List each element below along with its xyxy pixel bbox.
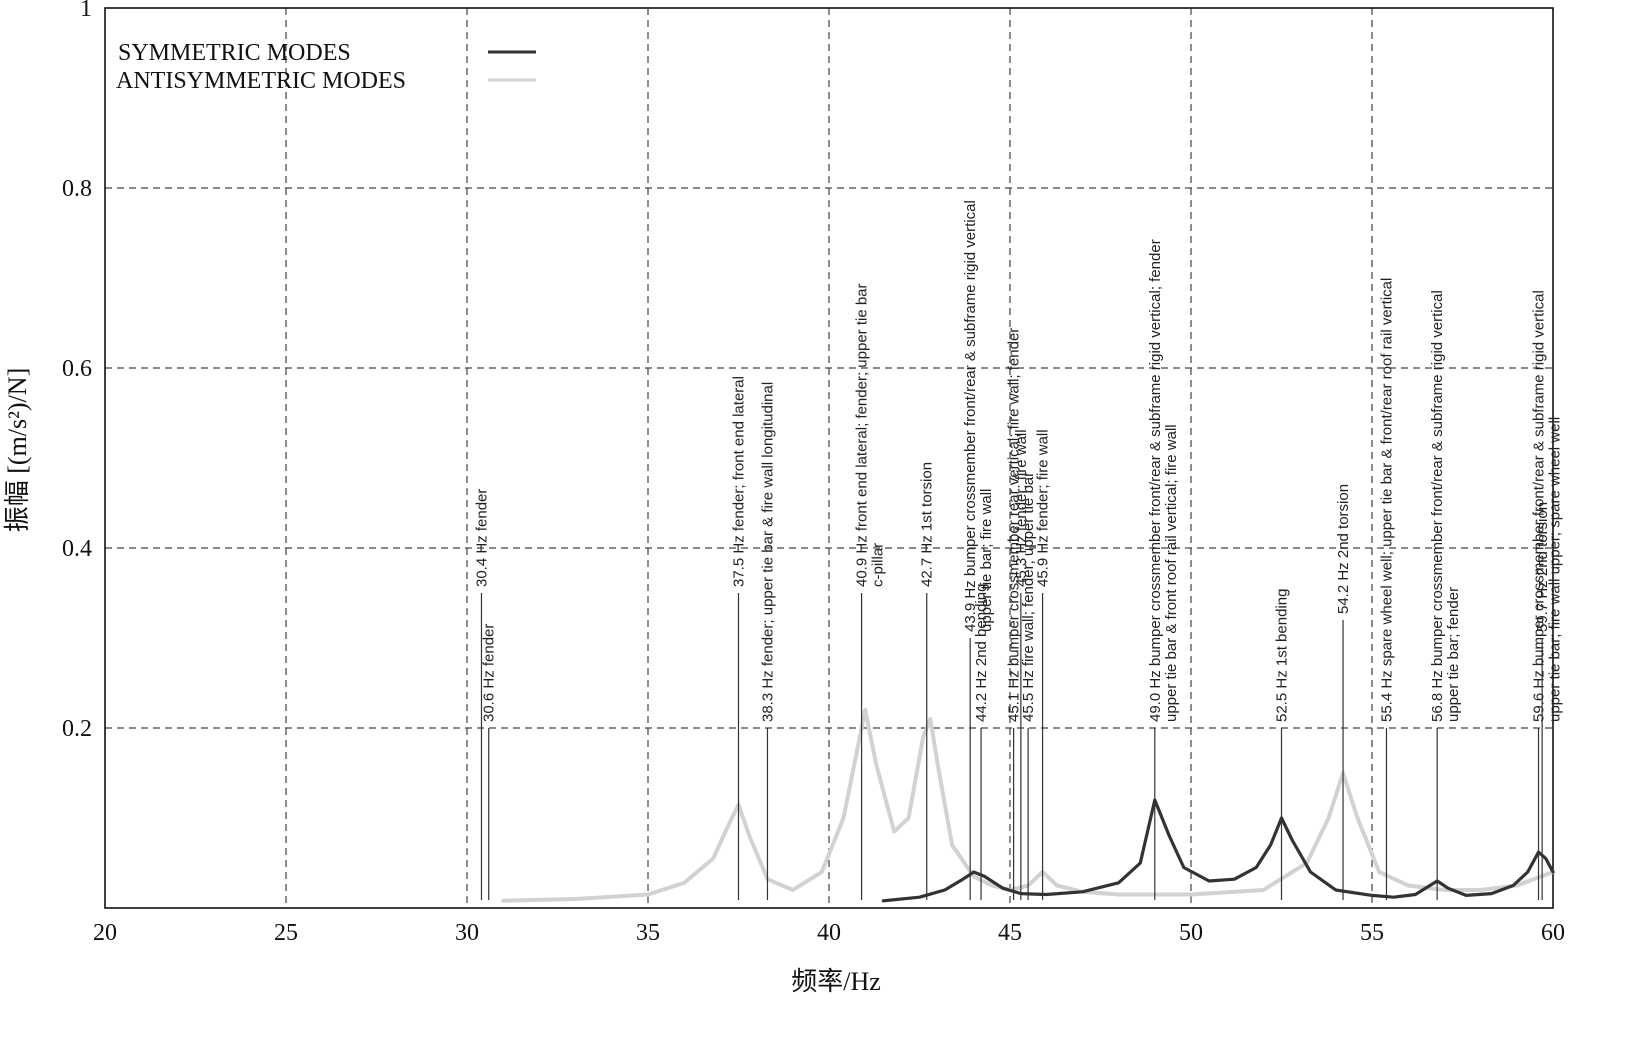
tick-labels: 20 25 30 35 40 45 50 55 60 0.2 0.4 0.6 0.8 1 [62,0,1565,946]
annotation-label: 37.5 Hz fender; front end lateral [731,376,748,587]
annotation-label: 40.9 Hz front end lateral; fender; upper… [854,283,871,587]
annotation-layer: 30.4 Hz fender 30.6 Hz fender 37.5 Hz fend… [473,200,1564,900]
series-layer [501,708,1555,903]
annotation-label: 59.6 Hz bumper crossmember front/rear & … [1531,290,1548,722]
annotation-label: 59.7 Hz 2nd torsion [1534,502,1551,632]
annotation-label: 43.9 Hz bumper crossmember front/rear & … [962,200,979,632]
annotation-label: 30.6 Hz fender [481,624,498,722]
x-tick-label: 35 [636,920,660,946]
annotation-label: 56.8 Hz bumper crossmember front/rear & … [1429,290,1446,722]
x-tick-label: 50 [1179,920,1203,946]
annotation-label: 45.3 Hz fender; fire wall [1013,429,1030,587]
annotation-label: 44.2 Hz 2nd bending [973,584,990,722]
x-tick-label: 45 [998,920,1022,946]
y-tick-label: 0.6 [62,356,92,382]
annotation-label-line2: upper tie bar; fire wall [978,489,995,632]
x-tick-label: 60 [1541,920,1565,946]
legend-label-symmetric: SYMMETRIC MODES [118,40,351,66]
annotation-label: 38.3 Hz fender; upper tie bar & fire wal… [759,382,776,722]
series-line-antisymmetric [501,708,1555,903]
annotation-label-line2: upper tie bar; fire wall upper; spare wh… [1547,417,1564,722]
annotation-label-line2: upper tie bar; fender [1445,587,1462,722]
annotation-label: 55.4 Hz spare wheel well; upper tie bar … [1378,278,1395,722]
annotation-label: 52.5 Hz 1st bending [1274,589,1291,722]
series-line-symmetric [881,798,1555,903]
annotation-label: 42.7 Hz 1st torsion [919,462,936,587]
x-tick-label: 55 [1360,920,1384,946]
x-tick-label: 30 [455,920,479,946]
annotation-label-line2: upper tie bar & front roof rail vertical… [1163,424,1180,722]
annotation-label: 54.2 Hz 2nd torsion [1335,484,1352,614]
annotation-label: 49.0 Hz bumper crossmember front/rear & … [1147,239,1164,722]
y-tick-label: 0.4 [62,536,92,562]
x-axis-label: 频率/Hz [791,967,881,996]
legend-label-antisymmetric: ANTISYMMETRIC MODES [116,68,406,94]
annotation-label: 45.1 Hz bumper crossmember rear vertical… [1006,328,1023,722]
x-tick-label: 40 [817,920,841,946]
annotation-label-line2: c-pillar [870,543,887,587]
y-tick-label: 1 [80,0,92,22]
y-tick-label: 0.8 [62,176,92,202]
plot-frame [104,7,1554,909]
annotation-label: 30.4 Hz fender [473,489,490,587]
y-tick-label: 0.2 [62,716,92,742]
legend: SYMMETRIC MODES ANTISYMMETRIC MODES [116,40,536,94]
y-axis-label: 振幅 [(m/s²)/N] [3,368,32,533]
annotation-label: 45.9 Hz fender; fire wall [1035,429,1052,587]
x-tick-label: 20 [93,920,117,946]
grid-lines [105,8,1553,908]
x-tick-label: 25 [274,920,298,946]
annotation-label: 45.5 Hz fire wall; fender; upper tie bar [1020,472,1037,722]
